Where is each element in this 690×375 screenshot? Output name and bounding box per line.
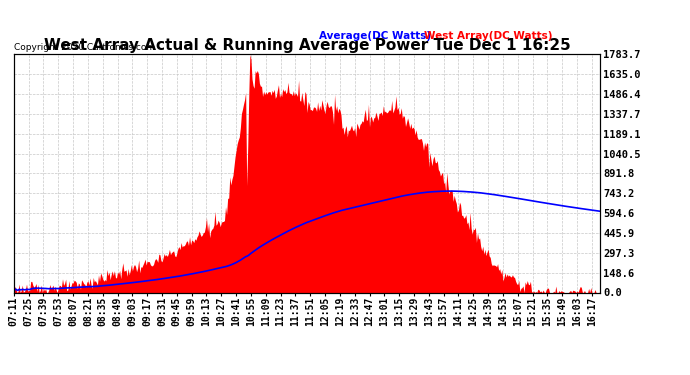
Text: Copyright 2020 Cartronics.com: Copyright 2020 Cartronics.com: [14, 43, 155, 52]
Text: West Array(DC Watts): West Array(DC Watts): [424, 31, 553, 41]
Text: Average(DC Watts): Average(DC Watts): [319, 31, 431, 41]
Title: West Array Actual & Running Average Power Tue Dec 1 16:25: West Array Actual & Running Average Powe…: [43, 38, 571, 53]
